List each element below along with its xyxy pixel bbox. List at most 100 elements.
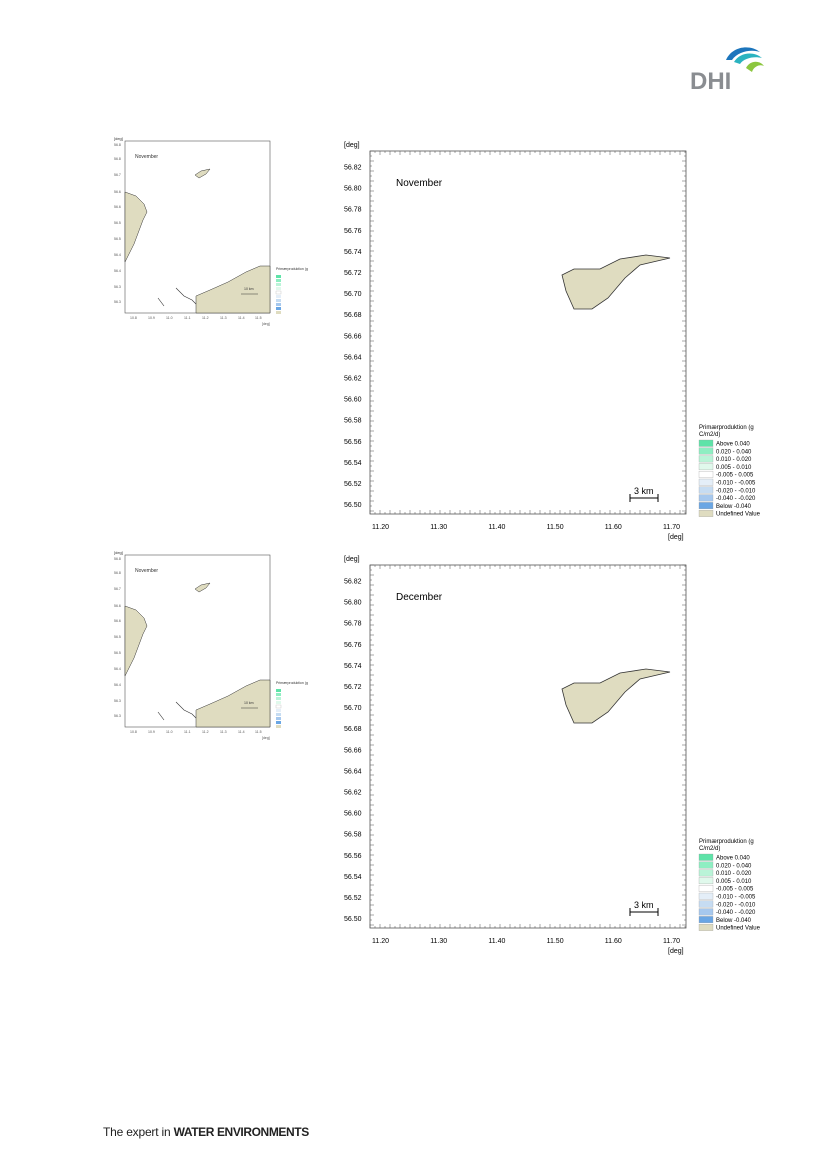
legend-label: -0.005 - 0.005 [716, 887, 754, 893]
y-tick-label: 56.70 [344, 705, 362, 712]
svg-text:11.5: 11.5 [255, 316, 262, 320]
legend-swatch [698, 463, 714, 471]
x-unit-label: [deg] [668, 534, 684, 541]
svg-text:56.3: 56.3 [114, 300, 121, 304]
svg-text:56.4: 56.4 [114, 683, 121, 687]
legend-swatch [698, 916, 714, 924]
y-tick-label: 56.58 [344, 418, 362, 425]
y-tick-label: 56.76 [344, 642, 362, 649]
overview-land-west [124, 191, 148, 263]
y-tick-label: 56.76 [344, 228, 362, 235]
y-tick-label: 56.62 [344, 790, 362, 797]
svg-text:56.5: 56.5 [114, 237, 121, 241]
legend-swatch [698, 471, 714, 478]
y-tick-label: 56.68 [344, 726, 362, 733]
x-tick-label: 11.70 [663, 938, 680, 945]
legend-swatch [698, 885, 714, 892]
svg-text:Primærproduktion (g: Primærproduktion (g [276, 267, 308, 271]
legend-swatch [698, 447, 714, 455]
overview-x-unit: [deg] [262, 736, 270, 740]
legend-swatch [698, 478, 714, 486]
y-tick-label: 56.78 [344, 207, 362, 214]
map-frame [369, 150, 687, 515]
legend-label: Above 0.040 [716, 856, 750, 862]
x-tick-label: 11.30 [430, 524, 447, 531]
main-map: [deg] November 56.82 56.80 56.78 56.76 56.74… [344, 142, 687, 541]
svg-text:56.3: 56.3 [114, 699, 121, 703]
x-tick-label: 11.60 [605, 524, 622, 531]
svg-text:56.5: 56.5 [114, 635, 121, 639]
y-tick-label: 56.70 [344, 291, 362, 298]
footer-prefix: The expert in [103, 1125, 174, 1139]
svg-text:3 km: 3 km [634, 900, 654, 910]
svg-text:Primærproduktion (g: Primærproduktion (g [276, 681, 308, 685]
legend-title-line1: Primærproduktion (g [699, 839, 754, 845]
svg-text:11.0: 11.0 [166, 316, 173, 320]
y-tick-label: 56.82 [344, 165, 362, 172]
y-tick-label: 56.66 [344, 333, 362, 340]
logo-text: DHI [690, 68, 731, 92]
legend-label: Undefined Value [716, 926, 761, 932]
y-tick-label: 56.66 [344, 747, 362, 754]
overview-land-island [194, 168, 211, 179]
overview-land-southeast [195, 679, 271, 728]
legend-swatch [698, 908, 714, 916]
y-tick-label: 56.50 [344, 502, 362, 509]
y-tick-label: 56.56 [344, 439, 362, 446]
svg-text:56.6: 56.6 [114, 205, 121, 209]
island-anholt [561, 668, 671, 724]
legend: Primærproduktion (g C/m2/d) Above 0.040 … [698, 839, 761, 932]
map-frame [369, 564, 687, 929]
overview-x-ticks: 10.8 10.9 11.0 11.1 11.2 11.3 11.4 11.5 [130, 316, 262, 320]
y-tick-label: 56.58 [344, 832, 362, 839]
legend-label: 0.005 - 0.010 [716, 465, 752, 471]
legend-swatch [698, 455, 714, 463]
y-tick-label: 56.64 [344, 354, 362, 361]
dhi-logo: DHI [690, 47, 764, 92]
overview-map: [deg] November 56.8 56.8 56.7 56.6 56.6 56.5… [114, 136, 308, 326]
legend-label: 0.020 - 0.040 [716, 449, 752, 455]
footer-emphasis: WATER ENVIRONMENTS [173, 1125, 310, 1139]
svg-text:11.1: 11.1 [184, 730, 191, 734]
y-tick-label: 56.52 [344, 481, 362, 488]
logo-wave-icon [726, 47, 764, 72]
y-unit-label: [deg] [344, 142, 360, 149]
svg-text:3 km: 3 km [634, 486, 654, 496]
legend-label: Below -0.040 [716, 918, 752, 924]
overview-x-ticks: 10.8 10.9 11.0 11.1 11.2 11.3 11.4 11.5 [130, 730, 262, 734]
svg-text:56.8: 56.8 [114, 157, 121, 161]
x-tick-label: 11.20 [372, 524, 389, 531]
overview-land-southeast [195, 265, 271, 314]
x-tick-label: 11.20 [372, 938, 389, 945]
overview-y-ticks: 56.8 56.8 56.7 56.6 56.6 56.5 56.5 56.4 56.4 5… [114, 557, 121, 718]
overview-scale-bar: 10 km [241, 287, 258, 295]
legend-swatch [698, 486, 714, 494]
overview-land-islet [157, 297, 165, 307]
y-axis-ticks: 56.82 56.80 56.78 56.76 56.74 56.72 56.70 56.68… [344, 579, 362, 924]
y-tick-label: 56.56 [344, 853, 362, 860]
svg-text:11.1: 11.1 [184, 316, 191, 320]
overview-legend: Primærproduktion (g [275, 267, 308, 314]
x-tick-label: 11.50 [547, 938, 564, 945]
svg-text:11.2: 11.2 [202, 316, 209, 320]
svg-text:10.9: 10.9 [148, 316, 155, 320]
x-axis-ticks: 11.20 11.30 11.40 11.50 11.60 11.70 [372, 938, 680, 945]
x-tick-label: 11.40 [488, 524, 505, 531]
svg-text:10 km: 10 km [244, 287, 254, 291]
scale-bar: 3 km [629, 486, 659, 502]
legend-label: 0.010 - 0.020 [716, 871, 752, 877]
overview-map: [deg] November 56.8 56.8 56.7 56.6 56.6 56.5… [114, 550, 308, 740]
legend-swatch [698, 861, 714, 869]
svg-text:10 km: 10 km [244, 701, 254, 705]
svg-text:56.6: 56.6 [114, 619, 121, 623]
legend-swatch [698, 494, 714, 502]
legend-swatch [698, 900, 714, 908]
legend-label: 0.020 - 0.040 [716, 863, 752, 869]
svg-text:11.4: 11.4 [238, 730, 245, 734]
y-tick-label: 56.64 [344, 768, 362, 775]
y-tick-label: 56.54 [344, 460, 362, 467]
svg-text:56.8: 56.8 [114, 557, 121, 561]
svg-text:56.7: 56.7 [114, 587, 121, 591]
y-tick-label: 56.50 [344, 916, 362, 923]
y-unit-label: [deg] [344, 556, 360, 563]
